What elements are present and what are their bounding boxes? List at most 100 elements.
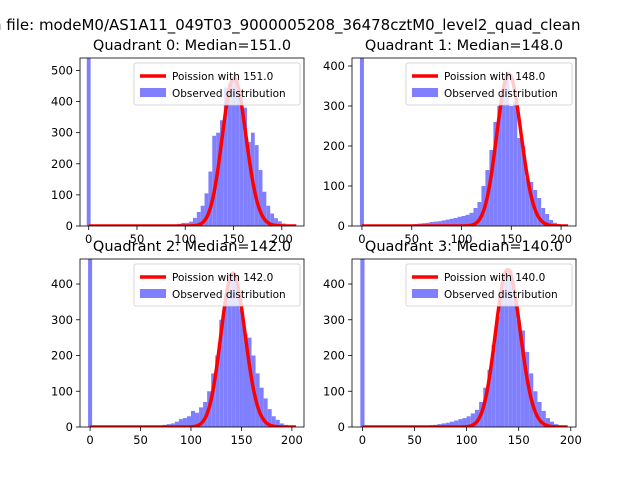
histogram-bar — [219, 319, 224, 427]
histogram-bar — [441, 423, 446, 427]
legend-label: Observed distribution — [444, 88, 558, 100]
histogram-bar — [215, 355, 220, 427]
histogram-bar — [195, 412, 200, 427]
x-tick-label: 0 — [359, 433, 366, 447]
histogram-bar — [259, 387, 264, 427]
panel-1: 0 50 100 150 200 0 100 200 300 400 Quadrant 1: Med… — [323, 38, 577, 246]
histogram-bar — [461, 216, 466, 226]
histogram-bar — [231, 78, 236, 226]
histogram-bar — [520, 330, 525, 427]
y-tick-label: 300 — [51, 313, 73, 327]
histogram-bar — [247, 142, 251, 226]
histogram-bar — [360, 259, 365, 427]
y-tick-label: 100 — [51, 384, 73, 398]
histogram-bar — [243, 107, 248, 226]
y-tick-label: 0 — [66, 420, 73, 434]
y-tick-label: 400 — [323, 277, 345, 291]
histogram-bar — [545, 418, 550, 427]
legend-label: Poission with 151.0 — [172, 71, 273, 83]
histogram-bar — [465, 214, 470, 226]
histogram-bar — [262, 191, 267, 226]
histogram-bar — [192, 217, 197, 226]
histogram-bar — [449, 218, 454, 226]
y-tick-label: 300 — [323, 313, 345, 327]
x-tick-label: 0 — [86, 433, 93, 447]
x-tick-label: 200 — [550, 232, 572, 246]
histogram-bar — [254, 145, 259, 226]
histogram-bar — [497, 106, 502, 226]
histogram-bar — [470, 413, 475, 427]
histogram-bar — [200, 205, 205, 226]
histogram-bar — [505, 74, 510, 226]
legend-bar-swatch — [140, 289, 166, 298]
histogram-bar — [274, 218, 278, 226]
histogram-bar — [189, 221, 193, 226]
histogram-bar — [508, 269, 513, 427]
histogram-bar — [239, 95, 244, 226]
x-tick-label: 100 — [456, 433, 478, 447]
x-tick-label: 200 — [281, 433, 303, 447]
panel-title: Quadrant 1: Median=148.0 — [365, 38, 563, 54]
histogram-bar — [359, 58, 364, 226]
histogram-bar — [487, 369, 492, 427]
panel-title: Quadrant 2: Median=142.0 — [93, 239, 291, 255]
axes-frame — [79, 258, 305, 428]
histogram-bar — [86, 58, 91, 226]
histogram-bar — [549, 220, 554, 226]
histogram-bar — [211, 373, 216, 427]
y-tick-label: 400 — [51, 95, 73, 109]
x-tick-label: 200 — [271, 232, 293, 246]
histogram-bar — [469, 212, 474, 226]
histogram-bar — [208, 171, 213, 226]
y-tick-label: 0 — [66, 219, 73, 233]
y-tick-label: 500 — [51, 63, 73, 77]
histogram-bar — [212, 135, 217, 226]
legend-label: Observed distribution — [444, 289, 558, 301]
histogram-bar — [174, 421, 179, 427]
histogram-bar — [204, 193, 209, 226]
legend-label: Poission with 140.0 — [444, 272, 545, 284]
histogram-bar — [271, 416, 276, 427]
x-tick-label: 200 — [560, 433, 582, 447]
histogram-bar — [437, 221, 442, 226]
histogram-bar — [433, 221, 438, 226]
y-tick-label: 0 — [338, 420, 345, 434]
histogram-bar — [516, 319, 521, 427]
histogram-bar — [186, 416, 191, 427]
axes-frame — [79, 57, 305, 227]
y-tick-label: 200 — [51, 349, 73, 363]
y-tick-label: 300 — [51, 126, 73, 140]
x-tick-label: 50 — [133, 433, 148, 447]
histogram-bar — [267, 409, 272, 427]
histogram-bar — [549, 421, 555, 427]
axes-frame — [351, 258, 577, 428]
histogram-bar — [445, 219, 450, 226]
legend-bar-swatch — [412, 289, 438, 298]
histogram-bar — [473, 208, 478, 226]
histogram-bar — [258, 170, 263, 226]
histogram-bar — [429, 222, 434, 226]
panel-3: 0 50 100 150 200 0 100 200 300 400 Quadrant 3: Med… — [323, 239, 582, 447]
histogram-bar — [88, 259, 93, 427]
legend-label: Observed distribution — [172, 88, 286, 100]
y-tick-label: 200 — [323, 139, 345, 153]
axes-frame — [351, 57, 577, 227]
legend-box — [133, 263, 301, 307]
histogram-bar — [275, 419, 280, 427]
legend-label: Observed distribution — [172, 289, 286, 301]
histogram-bar — [454, 420, 459, 427]
legend-box — [133, 62, 301, 106]
histogram-bar — [231, 275, 236, 427]
histogram-bar — [529, 182, 534, 226]
histogram-bar — [199, 407, 204, 427]
histogram-bar — [449, 421, 455, 427]
histogram-bar — [458, 419, 463, 427]
panel-2: 0 50 100 150 200 0 100 200 300 400 Quadrant 2: Med… — [51, 239, 305, 447]
histogram-bar — [504, 276, 509, 427]
histogram-bar — [220, 120, 224, 226]
histogram-bar — [541, 410, 546, 427]
x-tick-label: 50 — [404, 232, 419, 246]
legend-box — [405, 62, 573, 106]
histogram-bar — [243, 334, 248, 427]
legend-label: Poission with 148.0 — [444, 71, 545, 83]
